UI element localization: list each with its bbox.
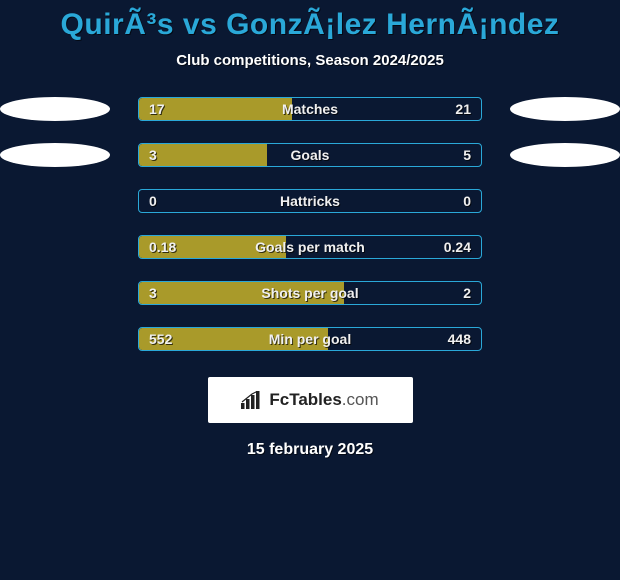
stat-label: Goals — [139, 147, 481, 163]
stat-bar: Shots per goal3 2 — [138, 281, 482, 305]
stat-label: Min per goal — [139, 331, 481, 347]
stat-bar: Hattricks0 0 — [138, 189, 482, 213]
stat-bar: Goals3 5 — [138, 143, 482, 167]
player-right-oval — [510, 143, 620, 167]
subtitle: Club competitions, Season 2024/2025 — [176, 52, 444, 69]
date-label: 15 february 2025 — [247, 441, 373, 459]
stat-value-left: 3 — [149, 285, 157, 301]
stat-value-right: 0.24 — [444, 239, 471, 255]
spacer — [510, 281, 620, 305]
stat-row: Hattricks0 0 — [0, 189, 620, 213]
stat-value-left: 552 — [149, 331, 172, 347]
stat-label: Hattricks — [139, 193, 481, 209]
stat-bar: Matches17 21 — [138, 97, 482, 121]
stat-row: Matches17 21 — [0, 97, 620, 121]
stat-value-left: 3 — [149, 147, 157, 163]
stat-row: Min per goal552 448 — [0, 327, 620, 351]
bars-icon — [241, 391, 263, 409]
stat-bar: Goals per match0.18 0.24 — [138, 235, 482, 259]
stat-bar: Min per goal552 448 — [138, 327, 482, 351]
stat-value-right: 2 — [463, 285, 471, 301]
stat-value-left: 17 — [149, 101, 165, 117]
stat-value-right: 448 — [448, 331, 471, 347]
stat-row: Shots per goal3 2 — [0, 281, 620, 305]
stat-row: Goals3 5 — [0, 143, 620, 167]
stat-value-right: 5 — [463, 147, 471, 163]
spacer — [510, 327, 620, 351]
stat-value-left: 0.18 — [149, 239, 176, 255]
stat-label: Matches — [139, 101, 481, 117]
page-title: QuirÃ³s vs GonzÃ¡lez HernÃ¡ndez — [61, 8, 560, 42]
player-right-oval — [510, 97, 620, 121]
stat-label: Shots per goal — [139, 285, 481, 301]
stat-value-right: 21 — [455, 101, 471, 117]
player-left-oval — [0, 97, 110, 121]
spacer — [510, 189, 620, 213]
spacer — [0, 235, 110, 259]
stat-label: Goals per match — [139, 239, 481, 255]
spacer — [0, 281, 110, 305]
logo-text-light: .com — [342, 390, 379, 409]
stats-list: Matches1721Goals35Hattricks00Goals per m… — [0, 97, 620, 373]
logo-text: FcTables.com — [269, 390, 378, 410]
stat-value-right: 0 — [463, 193, 471, 209]
stat-row: Goals per match0.18 0.24 — [0, 235, 620, 259]
fctables-logo[interactable]: FcTables.com — [208, 377, 413, 423]
spacer — [0, 189, 110, 213]
spacer — [510, 235, 620, 259]
spacer — [0, 327, 110, 351]
stat-value-left: 0 — [149, 193, 157, 209]
player-left-oval — [0, 143, 110, 167]
logo-text-bold: FcTables — [269, 390, 341, 409]
